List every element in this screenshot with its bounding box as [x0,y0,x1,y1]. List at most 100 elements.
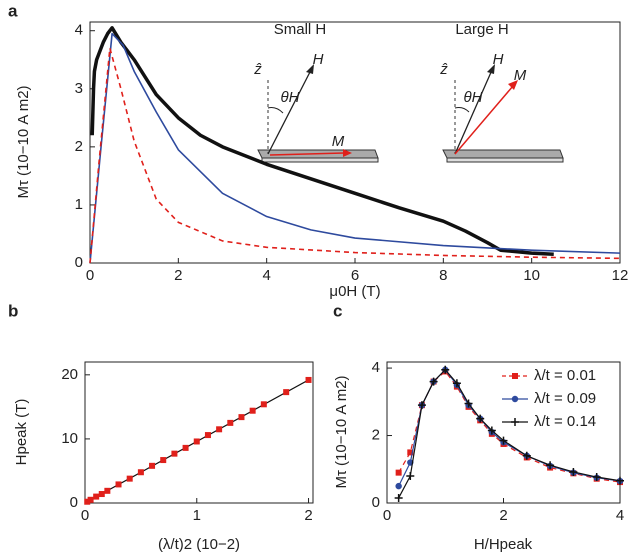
marker [193,438,200,445]
h-arrow [454,69,493,155]
marker [98,491,105,498]
arrow-head [508,80,518,90]
panel-label: b [8,301,18,320]
x-axis-label: H/Hpeak [474,536,533,553]
x-tick-label: 0 [81,507,89,524]
marker [522,451,531,460]
marker [149,462,156,469]
y-tick-label: 0 [70,494,78,511]
marker [395,469,402,476]
y-tick-label: 3 [75,80,83,97]
marker [84,498,91,505]
marker [160,457,167,464]
annotation: M [332,133,345,150]
x-tick-label: 0 [383,507,391,524]
series-line [89,47,621,264]
x-tick-label: 10 [523,267,540,284]
legend-marker [511,418,519,426]
marker [429,377,438,386]
y-tick-label: 1 [75,196,83,213]
arrow-head [306,64,314,74]
series-line [89,32,621,264]
marker [216,426,223,433]
x-tick-label: 12 [612,267,629,284]
plot-frame [89,21,621,264]
legend-label: λ/t = 0.09 [534,390,596,407]
marker [104,487,111,494]
panel-label: c [333,301,342,320]
x-tick-label: 4 [262,267,270,284]
angle-arc [267,107,284,114]
marker [441,365,450,374]
marker [87,496,94,503]
legend-marker [511,395,519,403]
marker [394,493,403,502]
panel-label: a [8,1,18,20]
annotation: ẑ [253,61,262,78]
arrow-head [343,149,352,157]
y-tick-label: 2 [372,427,380,444]
marker [406,472,415,481]
marker [452,379,461,388]
marker [171,450,178,457]
x-tick-label: 0 [86,267,94,284]
m-arrow [269,152,345,156]
legend-label: λ/t = 0.14 [534,413,596,430]
x-axis-label: μ0H (T) [329,283,380,300]
annotation: Small H [274,21,327,38]
marker [407,449,414,456]
inset-large [442,64,564,163]
y-axis-label: Hpeak (T) [13,399,30,466]
legend-marker [512,373,518,379]
marker [182,444,189,451]
y-tick-label: 2 [75,138,83,155]
y-tick-label: 0 [372,494,380,511]
series-line [90,26,554,257]
x-tick-label: 6 [351,267,359,284]
annotation: M [514,67,527,84]
annotation: θH [464,89,483,106]
marker [137,469,144,476]
y-axis-label: Mτ (10−10 A m2) [333,375,350,488]
y-tick-label: 0 [75,254,83,271]
y-tick-label: 4 [75,22,83,39]
marker [126,475,133,482]
marker [260,401,267,408]
marker [499,436,508,445]
x-tick-label: 2 [304,507,312,524]
marker [227,419,234,426]
y-tick-label: 10 [61,430,78,447]
slab-edge [446,157,564,163]
marker [283,389,290,396]
marker [417,401,426,410]
angle-arc [454,107,470,113]
x-axis-label: (λ/t)2 (10−2) [158,536,240,553]
x-tick-label: 2 [499,507,507,524]
y-axis-label: Mτ (10−10 A m2) [15,85,32,198]
marker [115,481,122,488]
marker [476,414,485,423]
plot-frame [84,361,314,504]
marker [464,399,473,408]
marker [546,461,555,470]
marker [238,414,245,421]
annotation: H [493,51,504,68]
x-tick-label: 1 [193,507,201,524]
slab-edge [261,157,379,163]
marker [592,473,601,482]
marker [395,482,402,490]
marker [487,426,496,435]
annotation: H [313,51,324,68]
annotation: ẑ [439,61,448,78]
inset-small [257,64,379,163]
marker [93,493,100,500]
x-tick-label: 8 [439,267,447,284]
marker [249,407,256,414]
h-arrow [267,69,312,155]
m-arrow [454,85,514,155]
y-tick-label: 4 [372,359,380,376]
marker [616,476,624,485]
y-tick-label: 20 [61,366,78,383]
arrow-head [487,64,495,74]
